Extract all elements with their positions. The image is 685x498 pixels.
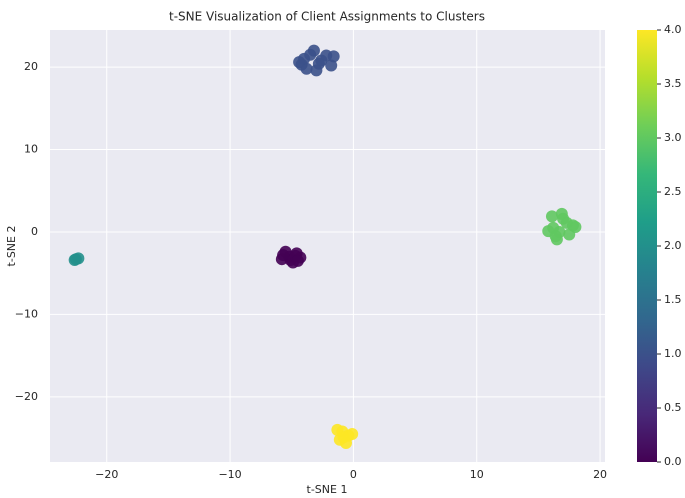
colorbar-tick-label: 2.5: [664, 185, 682, 198]
y-axis-label: t-SNE 2: [5, 226, 18, 267]
x-tick-label: 0: [350, 468, 357, 481]
colorbar-tick-label: 3.5: [664, 77, 682, 90]
colorbar-tick-label: 1.5: [664, 293, 682, 306]
colorbar: [637, 30, 657, 462]
x-tick-label: 20: [593, 468, 607, 481]
point: [545, 210, 558, 223]
x-tick-label: −20: [95, 468, 118, 481]
x-tick-label: −10: [218, 468, 241, 481]
x-tick-label: 10: [470, 468, 484, 481]
colorbar-tick-label: 2.0: [664, 239, 682, 252]
point: [291, 254, 304, 267]
colorbar-tick-label: 0.0: [664, 455, 682, 468]
colorbar-tick-label: 4.0: [664, 23, 682, 36]
x-axis-label: t-SNE 1: [307, 483, 348, 496]
y-tick-label: 20: [24, 60, 38, 73]
colorbar-tick-label: 0.5: [664, 401, 682, 414]
y-tick-label: −10: [15, 307, 38, 320]
point: [337, 431, 350, 444]
point: [560, 216, 573, 229]
colorbar-tick-label: 3.0: [664, 131, 682, 144]
point: [555, 207, 568, 220]
point: [325, 59, 338, 72]
chart-title: t-SNE Visualization of Client Assignment…: [169, 10, 485, 24]
y-tick-label: 0: [31, 225, 38, 238]
plot-area: [50, 30, 605, 462]
point: [312, 57, 325, 70]
y-tick-label: −20: [15, 390, 38, 403]
point: [549, 230, 562, 243]
point: [327, 50, 340, 63]
point: [68, 254, 81, 267]
point: [307, 44, 320, 57]
colorbar-tick-label: 1.0: [664, 347, 682, 360]
point: [277, 249, 290, 262]
point: [293, 56, 306, 69]
y-tick-label: 10: [24, 143, 38, 156]
